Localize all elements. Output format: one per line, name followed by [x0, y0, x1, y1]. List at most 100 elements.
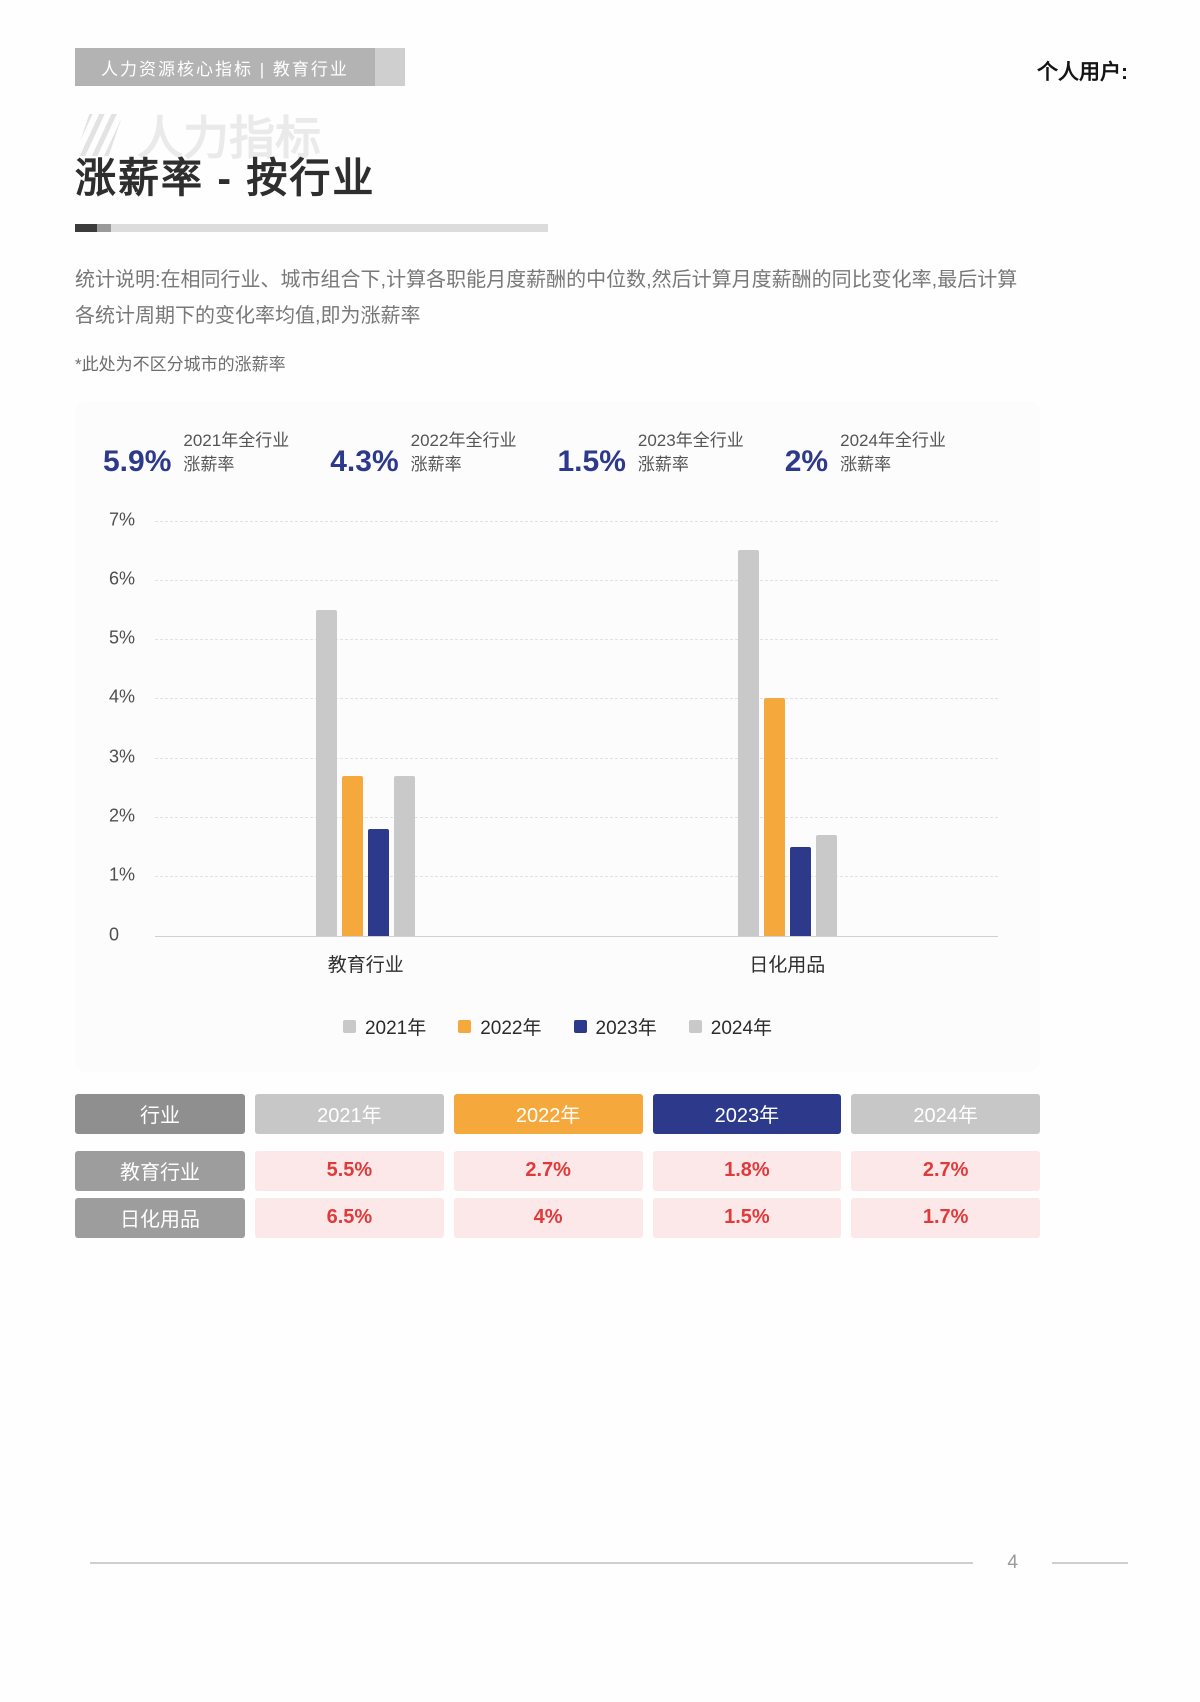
section-badge: 人力资源核心指标 | 教育行业: [75, 48, 405, 86]
legend-label: 2022年: [480, 1017, 542, 1039]
row-label: 教育行业: [75, 1150, 245, 1191]
stat-label-line1: 2023年全行业: [637, 431, 744, 450]
stat-2022: 4.3% 2022年全行业 涨薪率: [330, 429, 557, 477]
stats-row: 5.9% 2021年全行业 涨薪率 4.3% 2022年全行业 涨薪率 1.5%…: [103, 429, 1012, 477]
stat-value: 1.5%: [557, 444, 626, 478]
stat-2024: 2% 2024年全行业 涨薪率: [785, 429, 1012, 477]
stat-label-line2: 涨薪率: [183, 454, 235, 474]
statistics-description: 统计说明:在相同行业、城市组合下,计算各职能月度薪酬的中位数,然后计算月度薪酬的…: [75, 269, 1018, 327]
y-tick-label: 5%: [109, 627, 136, 648]
watermark: 人力指标: [75, 102, 321, 168]
bar-2023年-教育行业: [368, 828, 390, 936]
cell-value: 2.7%: [453, 1150, 643, 1191]
gridline: [155, 817, 998, 819]
plot-area: 7% 6% 5% 4% 3% 2% 1% 0: [109, 509, 998, 944]
stat-value: 5.9%: [103, 444, 172, 478]
stat-value: 4.3%: [330, 444, 399, 478]
table-body: 教育行业 5.5% 2.7% 1.8% 2.7% 日化用品 6.5% 4% 1.…: [75, 1150, 1040, 1238]
underline-dark-segment: [75, 224, 97, 232]
data-table: 行业 2021年 2022年 2023年 2024年 教育行业 5.5% 2.7…: [75, 1093, 1040, 1238]
header-cell-2024: 2024年: [851, 1093, 1040, 1134]
section-badge-label: 人力资源核心指标 | 教育行业: [75, 48, 375, 86]
table-row: 日化用品 6.5% 4% 1.5% 1.7%: [75, 1197, 1040, 1238]
legend-swatch-gray2: [688, 1019, 702, 1033]
stat-label-line1: 2024年全行业: [840, 431, 946, 450]
section-badge-tail: [374, 48, 405, 86]
y-tick-label: 1%: [109, 864, 136, 885]
bars-layer: [155, 521, 998, 936]
bar-2022年-教育行业: [342, 775, 364, 936]
watermark-text: 人力指标: [137, 112, 321, 164]
page-footer: 4: [90, 1552, 1128, 1574]
table-row: 教育行业 5.5% 2.7% 1.8% 2.7%: [75, 1150, 1040, 1191]
underline-light-segment: [111, 224, 548, 232]
header-cell-2021: 2021年: [255, 1093, 444, 1134]
legend-label: 2024年: [710, 1017, 773, 1039]
page-title: 涨薪率 - 按行业: [75, 155, 376, 201]
stat-label-line1: 2022年全行业: [410, 431, 517, 450]
y-tick-label: 6%: [109, 568, 136, 589]
cell-value: 6.5%: [255, 1197, 444, 1238]
footnote: *此处为不区分城市的涨薪率: [75, 355, 286, 374]
category-label: 日化用品: [749, 954, 826, 976]
title-underline: [75, 224, 548, 232]
legend-item-2023: 2023年: [573, 1013, 657, 1040]
stat-label-line2: 涨薪率: [840, 454, 892, 474]
bar-2024年-教育行业: [394, 775, 416, 936]
gridline: [155, 639, 998, 641]
x-axis-labels: 教育行业 日化用品: [155, 950, 998, 977]
legend-swatch-gray: [342, 1019, 356, 1033]
cell-value: 4%: [453, 1197, 643, 1238]
bar-2021年-日化用品: [737, 550, 759, 936]
stat-2021: 5.9% 2021年全行业 涨薪率: [103, 429, 330, 477]
gridline: [155, 935, 998, 937]
underline-mid-segment: [97, 224, 111, 232]
bar-group-教育行业: [316, 521, 416, 936]
legend-item-2022: 2022年: [458, 1013, 542, 1040]
gridline: [155, 876, 998, 878]
cell-value: 1.5%: [652, 1197, 842, 1238]
bar-2021年-教育行业: [316, 609, 338, 936]
legend-label: 2021年: [364, 1017, 427, 1039]
gridline: [155, 698, 998, 700]
legend-swatch-navy: [573, 1019, 587, 1033]
footer-line-short: [1052, 1562, 1128, 1564]
y-tick-label: 4%: [109, 686, 136, 707]
bar-2023年-日化用品: [789, 846, 811, 936]
legend-item-2024: 2024年: [688, 1013, 773, 1040]
y-tick-label: 0: [109, 924, 120, 945]
bar-2022年-日化用品: [763, 698, 785, 936]
chart-card: 5.9% 2021年全行业 涨薪率 4.3% 2022年全行业 涨薪率 1.5%…: [75, 401, 1040, 1072]
cell-value: 2.7%: [851, 1150, 1040, 1191]
y-tick-label: 2%: [109, 805, 136, 826]
stat-label-line2: 涨薪率: [637, 454, 689, 474]
bar-2024年-日化用品: [815, 834, 837, 936]
row-label: 日化用品: [75, 1197, 245, 1238]
chart-legend: 2021年 2022年 2023年 2024年: [103, 1013, 1012, 1040]
y-tick-label: 7%: [109, 509, 136, 530]
cell-value: 5.5%: [255, 1150, 444, 1191]
stat-label: 2023年全行业 涨薪率: [638, 429, 744, 477]
cell-value: 1.7%: [851, 1197, 1040, 1238]
footer-line-long: [90, 1562, 974, 1564]
stat-label: 2021年全行业 涨薪率: [183, 429, 289, 477]
category-label: 教育行业: [327, 954, 404, 976]
gridline: [155, 579, 998, 581]
stat-value: 2%: [784, 444, 829, 478]
page-header: 人力资源核心指标 | 教育行业 个人用户:: [0, 0, 1200, 86]
stat-2023: 1.5% 2023年全行业 涨薪率: [558, 429, 785, 477]
stat-label-line2: 涨薪率: [410, 454, 462, 474]
cell-value: 1.8%: [652, 1150, 842, 1191]
legend-label: 2023年: [595, 1017, 657, 1039]
y-tick-label: 3%: [109, 746, 136, 767]
stat-label: 2024年全行业 涨薪率: [840, 429, 946, 477]
gridline: [155, 520, 998, 522]
header-cell-2023: 2023年: [652, 1093, 842, 1134]
legend-swatch-orange: [458, 1019, 472, 1033]
stat-label: 2022年全行业 涨薪率: [411, 429, 517, 477]
bar-group-日化用品: [737, 521, 837, 936]
header-cell-2022: 2022年: [453, 1093, 643, 1134]
header-cell-industry: 行业: [75, 1093, 245, 1134]
legend-item-2021: 2021年: [342, 1013, 427, 1040]
